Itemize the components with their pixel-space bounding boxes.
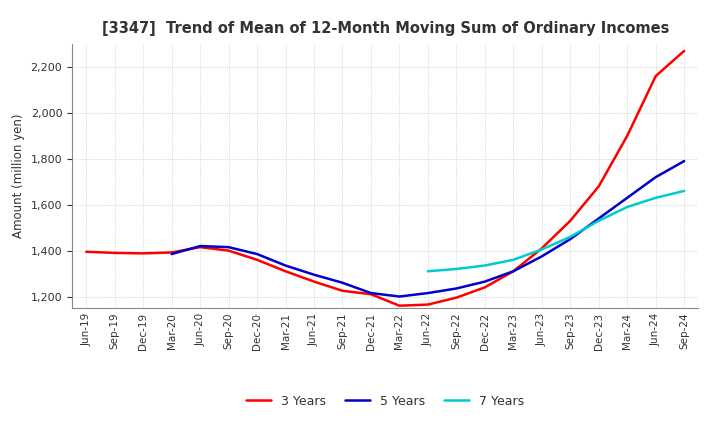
5 Years [282, 263, 290, 268]
3 Years [167, 250, 176, 255]
7 Years [680, 188, 688, 194]
7 Years [566, 234, 575, 239]
3 Years [509, 269, 518, 274]
Line: 3 Years: 3 Years [86, 51, 684, 306]
Line: 5 Years: 5 Years [171, 161, 684, 297]
3 Years [566, 218, 575, 224]
5 Years [196, 243, 204, 249]
5 Years [652, 175, 660, 180]
5 Years [310, 272, 318, 277]
5 Years [423, 290, 432, 296]
5 Years [566, 236, 575, 242]
3 Years [423, 302, 432, 307]
7 Years [423, 269, 432, 274]
7 Years [537, 247, 546, 252]
3 Years [225, 248, 233, 253]
5 Years [338, 280, 347, 286]
3 Years [537, 246, 546, 251]
3 Years [139, 251, 148, 256]
3 Years [253, 257, 261, 262]
Title: [3347]  Trend of Mean of 12-Month Moving Sum of Ordinary Incomes: [3347] Trend of Mean of 12-Month Moving … [102, 21, 669, 36]
7 Years [623, 204, 631, 209]
5 Years [225, 245, 233, 250]
3 Years [452, 295, 461, 301]
5 Years [167, 251, 176, 257]
3 Years [338, 288, 347, 293]
3 Years [623, 133, 631, 139]
3 Years [595, 183, 603, 189]
7 Years [509, 257, 518, 262]
3 Years [480, 285, 489, 290]
3 Years [680, 48, 688, 54]
5 Years [509, 269, 518, 274]
5 Years [366, 290, 375, 296]
7 Years [652, 195, 660, 201]
7 Years [452, 266, 461, 271]
3 Years [652, 73, 660, 79]
3 Years [282, 269, 290, 274]
5 Years [537, 254, 546, 259]
3 Years [82, 249, 91, 254]
3 Years [395, 303, 404, 308]
5 Years [623, 195, 631, 201]
5 Years [452, 286, 461, 291]
5 Years [253, 251, 261, 257]
3 Years [110, 250, 119, 256]
5 Years [480, 279, 489, 284]
7 Years [595, 218, 603, 224]
5 Years [395, 294, 404, 299]
3 Years [310, 279, 318, 284]
3 Years [366, 292, 375, 297]
5 Years [595, 216, 603, 221]
7 Years [480, 263, 489, 268]
5 Years [680, 158, 688, 164]
Y-axis label: Amount (million yen): Amount (million yen) [12, 114, 25, 238]
3 Years [196, 245, 204, 250]
Line: 7 Years: 7 Years [428, 191, 684, 271]
Legend: 3 Years, 5 Years, 7 Years: 3 Years, 5 Years, 7 Years [241, 390, 529, 413]
